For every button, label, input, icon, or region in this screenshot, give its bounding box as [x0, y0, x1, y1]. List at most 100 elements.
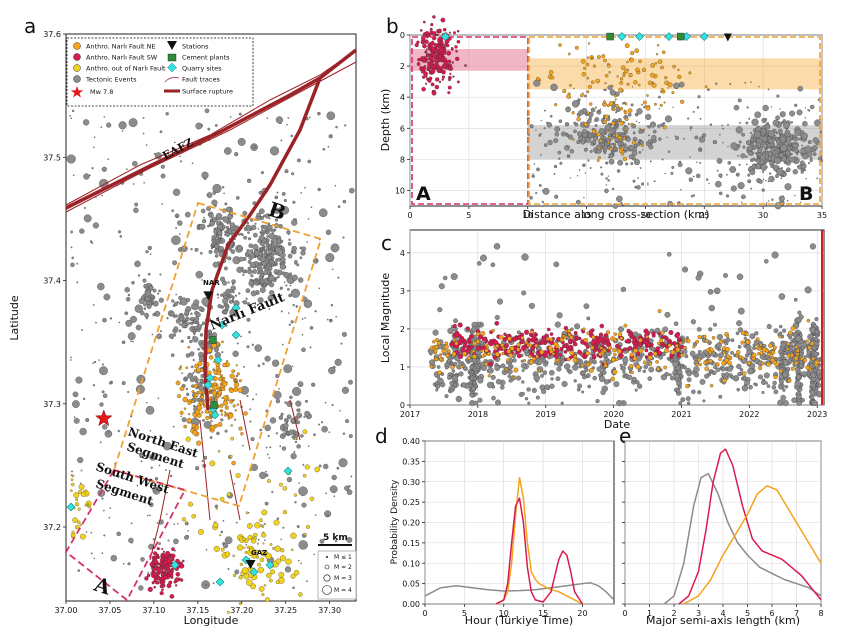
magnitude-event — [727, 360, 732, 366]
magnitude-event — [633, 348, 638, 354]
magnitude-event — [726, 334, 730, 338]
magnitude-event — [666, 356, 670, 360]
map-event — [213, 248, 220, 254]
map-event — [135, 384, 145, 394]
section-event — [590, 107, 596, 113]
magnitude-event — [583, 337, 589, 343]
map-event — [219, 250, 222, 253]
map-xtick: 37.05 — [98, 606, 121, 615]
map-event — [220, 222, 224, 226]
magnitude-event — [453, 361, 458, 366]
surface-rupture — [65, 48, 358, 411]
magnitude-event — [438, 353, 442, 357]
section-event — [727, 161, 732, 165]
magnitude-event — [722, 351, 726, 355]
section-event — [641, 67, 647, 73]
magnitude-event — [480, 349, 484, 353]
magnitude-event — [740, 330, 746, 336]
map-axes: 37.00 37.05 37.10 37.15 37.20 37.25 37.3037.23… — [43, 30, 341, 615]
map-event — [290, 320, 294, 324]
map-event — [99, 402, 104, 407]
magnitude-event — [779, 353, 784, 358]
map-event — [164, 557, 168, 562]
section-event — [675, 136, 679, 140]
section-event — [760, 130, 763, 133]
map-event — [293, 569, 300, 576]
magnitude-event — [809, 341, 815, 346]
magnitude-event — [572, 364, 579, 371]
map-event — [243, 235, 247, 240]
section-event — [449, 72, 452, 76]
magnitude-event — [444, 394, 449, 399]
magnitude-event — [713, 287, 721, 295]
map-event — [175, 584, 178, 587]
map-event — [265, 552, 272, 560]
map-event — [264, 265, 267, 269]
section-event — [627, 113, 632, 117]
section-event — [464, 64, 467, 67]
section-event — [596, 159, 600, 162]
magnitude-event — [777, 399, 784, 407]
section-event — [567, 155, 570, 158]
magnitude-event — [610, 376, 616, 382]
map-event — [295, 306, 298, 308]
magnitude-event — [460, 361, 464, 365]
section-event — [456, 29, 460, 33]
section-event — [604, 188, 609, 194]
section-event — [633, 80, 638, 85]
map-event — [318, 287, 321, 290]
map-event — [232, 404, 236, 408]
section-event — [776, 168, 784, 176]
map-event — [235, 364, 238, 367]
magnitude-event — [599, 323, 604, 329]
map-event — [214, 504, 219, 508]
map-event — [241, 266, 244, 269]
magnitude-event — [684, 354, 689, 359]
map-event — [210, 419, 213, 423]
section-event — [794, 194, 796, 197]
map-event — [92, 222, 99, 229]
map-event — [258, 190, 263, 195]
section-event — [649, 72, 655, 78]
map-event — [246, 249, 250, 252]
magnitude-event — [703, 334, 707, 339]
map-event — [254, 222, 257, 225]
section-event — [423, 71, 429, 77]
magnitude-event — [811, 400, 818, 407]
map-event — [149, 253, 152, 255]
section-event — [737, 98, 742, 103]
map-event — [180, 415, 182, 418]
magnitude-event — [693, 366, 700, 373]
map-event — [245, 253, 249, 258]
magnitude-event — [648, 366, 654, 373]
map-event — [200, 324, 203, 327]
section-event — [600, 166, 603, 169]
magnitude-event — [552, 348, 556, 352]
section-event — [767, 88, 770, 91]
section-event — [721, 124, 723, 127]
map-event — [233, 482, 236, 485]
map-event — [126, 168, 128, 171]
section-event — [598, 138, 603, 143]
map-event — [215, 238, 220, 243]
map-event — [282, 343, 284, 346]
magnitude-event — [674, 343, 679, 348]
section-event — [576, 175, 579, 177]
map-event — [193, 333, 196, 336]
section-event — [780, 136, 786, 143]
magnitude-event — [739, 368, 744, 372]
section-event — [426, 58, 429, 61]
map-event — [307, 445, 310, 447]
map-event — [224, 230, 228, 234]
map-event — [240, 432, 244, 436]
magnitude-event — [620, 286, 627, 293]
magnitude-event — [521, 345, 527, 351]
map-event — [213, 227, 216, 230]
magnitude-event — [542, 370, 548, 375]
section-event — [678, 81, 685, 88]
section-event — [629, 57, 634, 63]
section-event — [430, 23, 434, 27]
magnitude-event — [736, 273, 744, 281]
magnitude-event — [618, 353, 624, 359]
magnitude-event — [567, 338, 574, 344]
